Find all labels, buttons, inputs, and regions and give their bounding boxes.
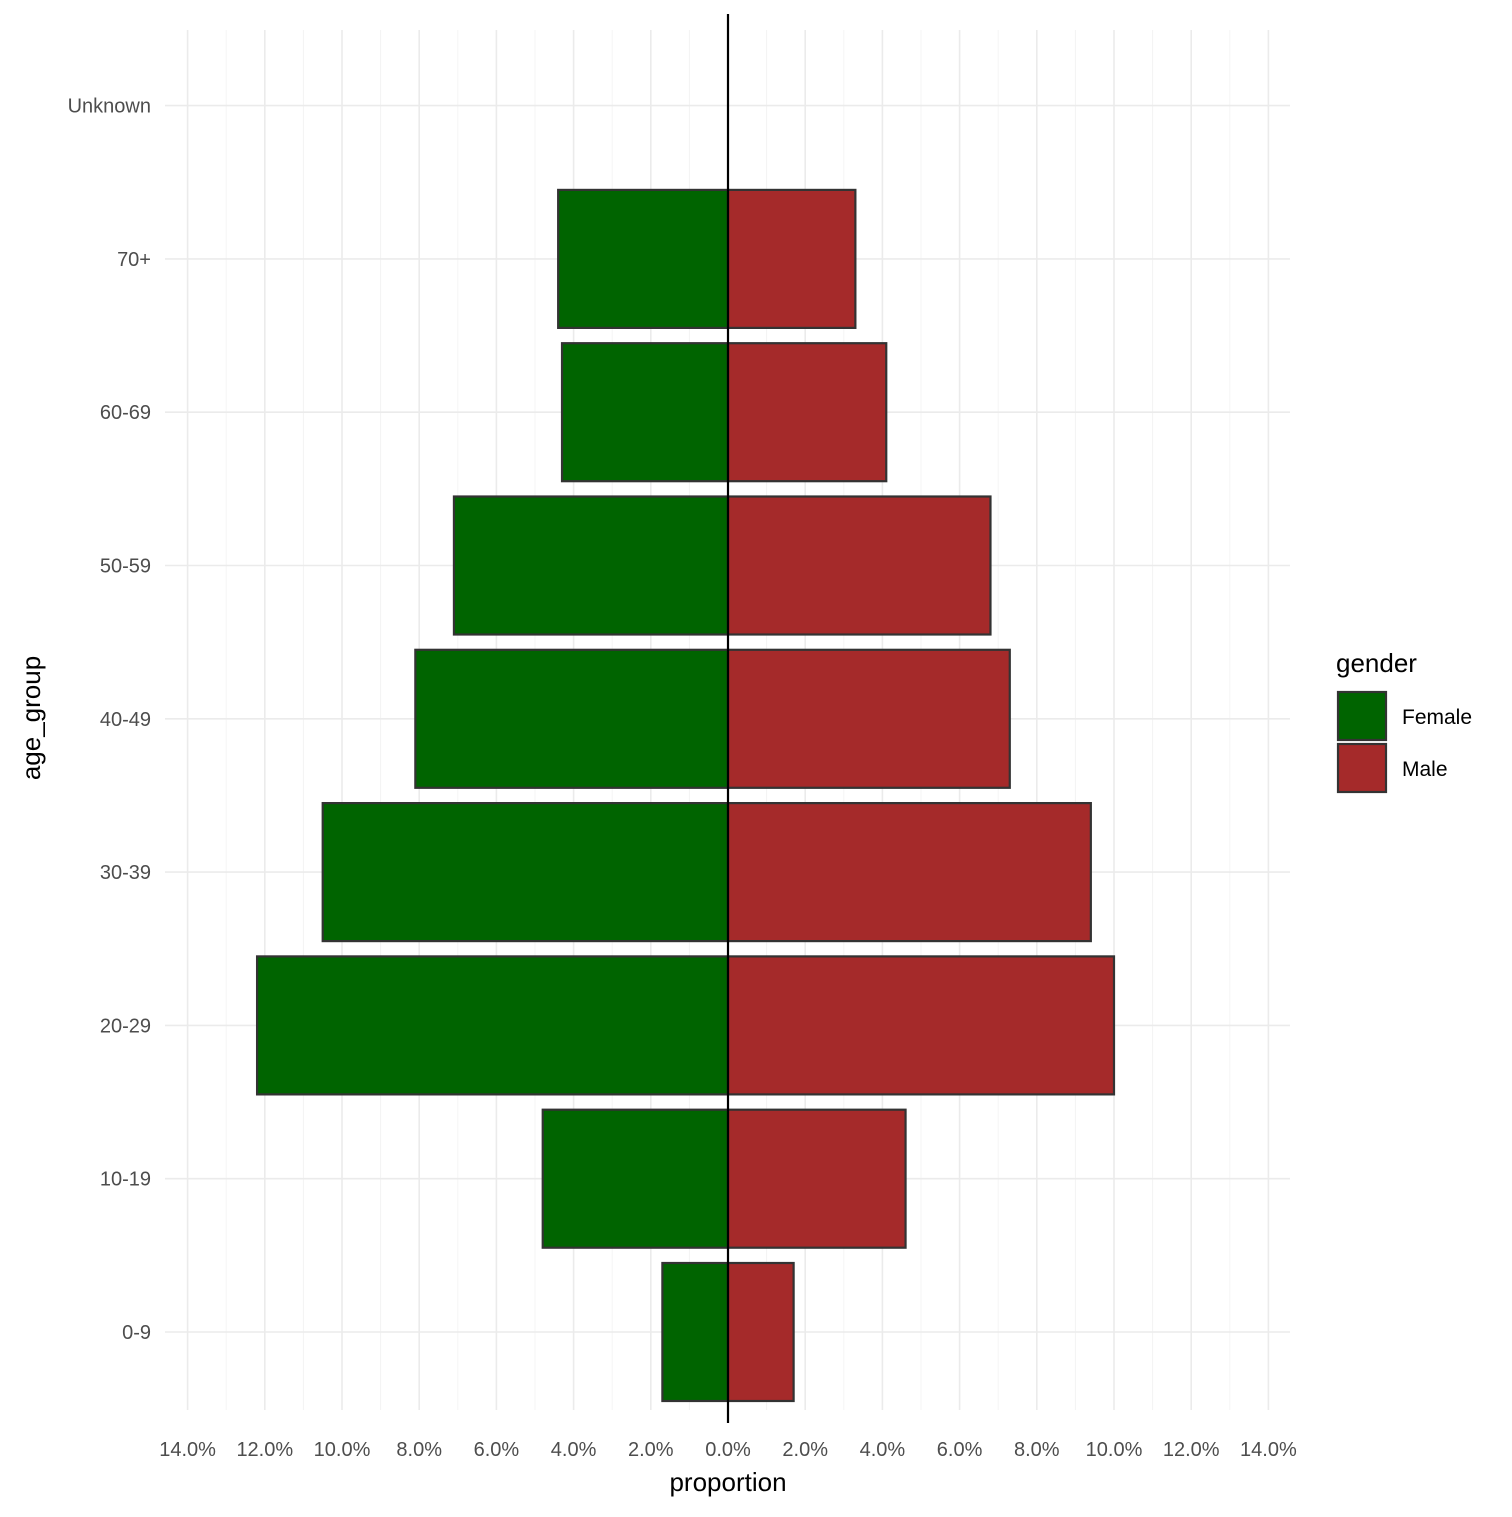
y-tick-label-60-69: 60-69 — [100, 402, 151, 424]
bar-female-0-9 — [661, 1261, 730, 1403]
y-tick-label-unknown: Unknown — [68, 96, 151, 118]
x-tick-label: 8.0% — [1014, 1439, 1060, 1461]
legend-key-female — [1336, 690, 1388, 742]
y-tick-label-0-9: 0-9 — [122, 1322, 151, 1344]
bar-female-20-29 — [255, 955, 730, 1096]
bar-female-30-39 — [321, 801, 730, 943]
legend-label-female: Female — [1402, 706, 1472, 729]
bar-male-70 — [726, 188, 857, 329]
x-tick-label: 14.0% — [1240, 1439, 1297, 1461]
y-tick-label-40-49: 40-49 — [100, 709, 151, 731]
x-axis-title: proportion — [669, 1467, 786, 1497]
legend-label-male: Male — [1402, 758, 1448, 781]
bar-female-10-19 — [541, 1108, 730, 1249]
legend-title: gender — [1336, 648, 1417, 678]
bar-male-40-49 — [726, 648, 1011, 789]
x-tick-label: 6.0% — [937, 1439, 983, 1461]
bar-male-50-59 — [726, 495, 992, 636]
bar-male-0-9 — [726, 1261, 795, 1403]
bar-male-10-19 — [726, 1108, 907, 1249]
bar-female-40-49 — [414, 648, 730, 789]
legend: gender Female Male — [1336, 648, 1472, 794]
x-tick-label: 8.0% — [396, 1439, 442, 1461]
x-tick-label: 0.0% — [705, 1439, 751, 1461]
x-tick-label: 12.0% — [236, 1439, 293, 1461]
x-tick-label: 12.0% — [1163, 1439, 1220, 1461]
x-tick-label: 10.0% — [1086, 1439, 1143, 1461]
bar-female-70 — [557, 188, 730, 329]
x-tick-label: 4.0% — [860, 1439, 906, 1461]
bar-male-20-29 — [726, 955, 1116, 1096]
y-axis-title: age_group — [16, 656, 46, 780]
bar-female-50-59 — [452, 495, 730, 636]
y-tick-label-50-59: 50-59 — [100, 556, 151, 578]
x-tick-label: 4.0% — [551, 1439, 597, 1461]
bar-male-30-39 — [726, 801, 1092, 943]
y-tick-label-10-19: 10-19 — [100, 1169, 151, 1191]
x-tick-label: 6.0% — [474, 1439, 520, 1461]
y-tick-label-70: 70+ — [117, 249, 151, 271]
y-tick-label-20-29: 20-29 — [100, 1015, 151, 1037]
x-tick-label: 2.0% — [628, 1439, 674, 1461]
x-tick-label: 14.0% — [159, 1439, 216, 1461]
x-tick-label: 10.0% — [314, 1439, 371, 1461]
bars — [255, 188, 1116, 1403]
x-axis-ticks: 14.0% 12.0% 10.0% 8.0% 6.0% 4.0% 2.0% 0.0% 2.0% 4… — [159, 1439, 1297, 1461]
legend-key-male — [1336, 742, 1388, 794]
y-axis-ticks: 0-9 10-19 20-29 30-39 40-49 50-59 60-69 70+ Unkn… — [68, 96, 151, 1344]
y-tick-label-30-39: 30-39 — [100, 862, 151, 884]
x-tick-label: 2.0% — [782, 1439, 828, 1461]
bar-male-60-69 — [726, 342, 888, 483]
bar-female-60-69 — [560, 342, 730, 483]
